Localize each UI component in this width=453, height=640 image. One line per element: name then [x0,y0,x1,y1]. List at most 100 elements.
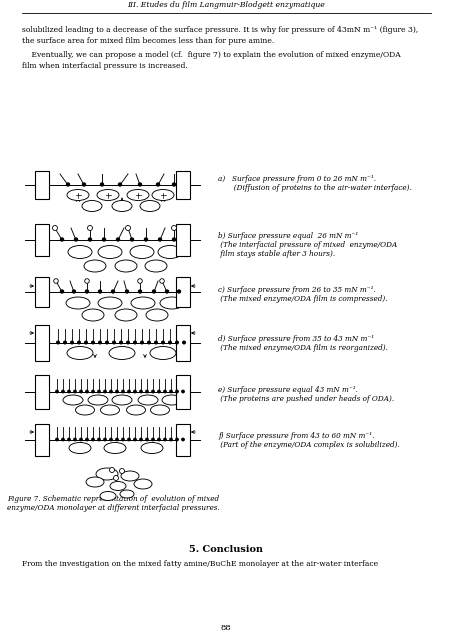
Ellipse shape [86,477,104,487]
Bar [176,325,190,361]
Circle shape [146,390,148,393]
Circle shape [62,390,64,393]
Circle shape [125,225,130,230]
Circle shape [122,438,124,441]
Circle shape [78,341,80,344]
Circle shape [120,341,122,344]
Circle shape [88,238,92,241]
Text: c) Surface pressure from 26 to 35 mN m⁻¹.: c) Surface pressure from 26 to 35 mN m⁻¹… [218,286,376,294]
Circle shape [86,438,88,441]
Text: b) Surface pressure equal  26 mN m⁻¹: b) Surface pressure equal 26 mN m⁻¹ [218,232,358,240]
Circle shape [92,390,94,393]
Circle shape [71,341,73,344]
Ellipse shape [66,297,90,309]
Circle shape [169,341,171,344]
Circle shape [106,341,108,344]
Circle shape [122,390,124,393]
Circle shape [68,438,70,441]
Circle shape [113,341,116,344]
Text: Eventually, we can propose a model (cf.  figure 7) to explain the evolution of m: Eventually, we can propose a model (cf. … [22,51,401,59]
Text: (The mixed enzyme/ODA film is compressed).: (The mixed enzyme/ODA film is compressed… [218,295,387,303]
Ellipse shape [115,260,137,272]
Ellipse shape [120,490,134,498]
Circle shape [127,341,129,344]
Ellipse shape [138,395,158,405]
Circle shape [67,183,69,186]
Ellipse shape [98,246,122,259]
Circle shape [116,390,118,393]
Ellipse shape [121,471,139,481]
Circle shape [158,438,160,441]
Circle shape [182,438,184,441]
Ellipse shape [150,346,176,360]
Circle shape [111,290,115,293]
Circle shape [98,290,101,293]
Circle shape [54,278,58,284]
Circle shape [82,183,86,186]
Ellipse shape [112,395,132,405]
Circle shape [86,290,88,293]
Circle shape [164,438,166,441]
Text: the surface area for mixed film becomes less than for pure amine.: the surface area for mixed film becomes … [22,37,274,45]
Circle shape [85,341,87,344]
Circle shape [98,438,100,441]
Circle shape [110,390,112,393]
Ellipse shape [68,246,92,259]
Bar [35,375,49,409]
Circle shape [87,225,92,230]
Ellipse shape [104,442,126,454]
Circle shape [68,390,70,393]
Circle shape [74,238,77,241]
Circle shape [178,290,180,293]
Ellipse shape [126,405,145,415]
Circle shape [183,341,185,344]
Ellipse shape [110,481,126,490]
Circle shape [173,238,175,241]
Text: enzyme/ODA monolayer at different interfacial pressures.: enzyme/ODA monolayer at different interf… [7,504,219,512]
Circle shape [74,390,76,393]
Text: Figure 7. Schematic representation of  evolution of mixed: Figure 7. Schematic representation of ev… [7,495,219,503]
Bar [176,375,190,409]
Circle shape [99,341,101,344]
Ellipse shape [158,246,182,259]
Text: (The mixed enzyme/ODA film is reorganized).: (The mixed enzyme/ODA film is reorganize… [218,344,388,352]
Ellipse shape [162,395,182,405]
Circle shape [134,438,136,441]
Bar [176,224,190,256]
Circle shape [62,438,64,441]
Circle shape [80,438,82,441]
Ellipse shape [88,395,108,405]
Circle shape [140,438,142,441]
Ellipse shape [84,260,106,272]
Circle shape [134,390,136,393]
Ellipse shape [76,405,95,415]
Text: film stays stable after 3 hours).: film stays stable after 3 hours). [218,250,335,258]
Circle shape [170,390,172,393]
Circle shape [159,238,162,241]
Circle shape [128,390,130,393]
Circle shape [53,225,58,230]
Bar [176,171,190,199]
Circle shape [145,238,148,241]
Circle shape [61,290,63,293]
Ellipse shape [82,309,104,321]
Ellipse shape [101,405,120,415]
Circle shape [138,278,142,284]
Circle shape [92,438,94,441]
Circle shape [98,390,100,393]
Text: III. Etudes du film Langmuir-Blodgett enzymatique: III. Etudes du film Langmuir-Blodgett en… [127,1,325,9]
Circle shape [86,390,88,393]
Circle shape [128,438,130,441]
Ellipse shape [145,260,167,272]
Ellipse shape [130,246,154,259]
Ellipse shape [141,442,163,454]
Circle shape [148,341,150,344]
Circle shape [139,290,141,293]
Circle shape [153,290,155,293]
Text: film when interfacial pressure is increased.: film when interfacial pressure is increa… [22,62,188,70]
Circle shape [110,438,112,441]
Ellipse shape [98,297,122,309]
Ellipse shape [96,468,118,480]
Bar [35,277,49,307]
Circle shape [139,183,141,186]
